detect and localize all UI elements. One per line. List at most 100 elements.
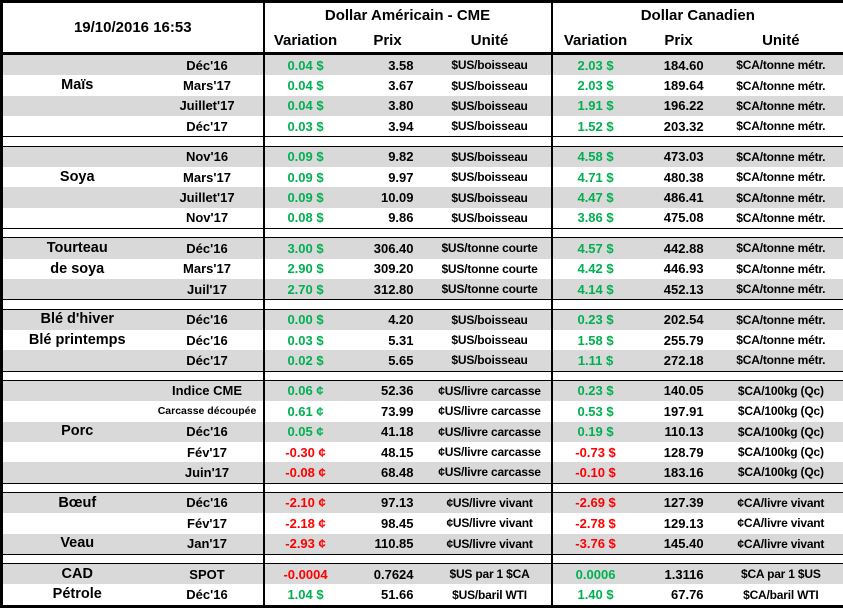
us-price-cell: 5.65: [346, 350, 429, 372]
ca-unit-cell: $CA/tonne métr.: [718, 95, 843, 117]
report-timestamp: 19/10/2016 16:53: [1, 1, 265, 54]
group-separator-cell: [551, 553, 843, 565]
us-price-cell: 3.94: [388, 118, 414, 134]
table-row: Soya Mars'17 0.09 $ 9.97 $US/boisseau 4.71 $ 4…: [2, 167, 843, 188]
group-separator-cell: [263, 299, 553, 310]
table-row: Veau Jan'17 -2.93 ¢ 110.85 ¢US/livre vivant -…: [1, 533, 843, 555]
us-unit-cell: $US/tonne courte: [428, 258, 553, 279]
contract-cell: Juillet'17: [151, 187, 265, 208]
us-variation-cell: -0.30 ¢: [285, 444, 326, 460]
ca-unit-cell: $CA/tonne métr.: [718, 279, 843, 300]
ca-unit-cell: ¢CA/livre vivant: [718, 492, 843, 514]
table-row: Nov'17 0.08 $ 9.86 $US/boisseau 3.86 $ 475.08…: [2, 207, 843, 229]
group-separator-cell: [551, 228, 843, 239]
ca-unit-cell: $CA/100kg (Qc): [718, 380, 843, 402]
us-price-cell: 9.82: [346, 146, 429, 168]
ca-unit-cell: $CA/100kg (Qc): [737, 445, 824, 460]
ca-unit-cell: $CA/100kg (Qc): [718, 421, 843, 442]
contract-cell: Mars'17: [151, 75, 265, 96]
ca-variation-cell: 3.86 $: [577, 210, 614, 226]
ca-unit-cell: $CA/100kg (Qc): [718, 462, 843, 484]
us-unit-cell: $US/boisseau: [428, 309, 553, 330]
us-price-cell: 97.13: [346, 492, 429, 514]
group-separator-cell: [551, 136, 843, 147]
ca-price-cell: 480.38: [663, 169, 704, 185]
group-separator-cell: [1, 482, 265, 493]
ca-price-cell: 442.88: [638, 237, 719, 259]
ca-variation-cell: 4.42 $: [577, 261, 614, 277]
us-variation-cell: 2.90 $: [287, 261, 324, 277]
contract-cell: Déc'17: [151, 350, 265, 372]
ca-variation-cell: 0.23 $: [551, 380, 639, 402]
ca-unit-cell: $CA/tonne métr.: [718, 187, 843, 208]
table-row: CAD SPOT -0.0004 0.7624 $US par 1 $CA 0.0006 1…: [1, 563, 843, 585]
us-variation-cell: 0.00 $: [263, 309, 347, 330]
us-dollar-group-header: Dollar Américain - CME: [263, 1, 553, 28]
commodity-label: Porc: [1, 421, 152, 442]
ca-variation-cell: 4.14 $: [551, 279, 639, 300]
contract-cell: Indice CME: [151, 380, 265, 402]
ca-unit-cell: $CA/tonne métr.: [736, 333, 826, 348]
us-price-cell: 4.20: [346, 309, 429, 330]
ca-price-cell: 255.79: [663, 332, 704, 348]
commodity-label: Blé d'hiver: [1, 309, 152, 330]
contract-cell: Déc'16: [151, 309, 265, 330]
us-price-cell: 68.48: [346, 462, 429, 484]
us-price-cell: 41.18: [346, 421, 429, 442]
ca-price-cell: 184.60: [638, 53, 719, 76]
ca-unit-cell: $CA/tonne métr.: [718, 309, 843, 330]
ca-price-cell: 128.79: [663, 444, 704, 460]
group-separator: [1, 136, 843, 147]
commodity-label: Maïs: [61, 77, 94, 94]
us-unit-cell: ¢US/livre vivant: [428, 533, 553, 555]
ca-price-cell: 67.76: [671, 587, 704, 603]
contract-cell: Juil'17: [151, 279, 265, 300]
contract-cell: Mars'17: [151, 258, 265, 279]
us-unit-cell: $US/boisseau: [428, 350, 553, 372]
commodity-label: [2, 116, 152, 137]
commodity-label: Bœuf: [1, 492, 152, 514]
ca-price-cell: 1.3116: [638, 563, 719, 585]
us-variation-cell: 0.03 $: [287, 332, 324, 348]
contract-cell: Déc'16: [151, 53, 265, 76]
ca-price-cell: 189.64: [663, 78, 704, 94]
ca-price-cell: 272.18: [638, 350, 719, 372]
group-separator-cell: [1, 553, 265, 565]
us-price-cell: 0.7624: [346, 563, 429, 585]
ca-price-column-header: Prix: [664, 31, 693, 49]
table-row: Déc'17 0.02 $5.65 $US/boisseau 1.11 $272.18…: [1, 350, 843, 372]
ca-unit-cell: $CA/baril WTI: [743, 587, 819, 602]
contract-cell: Déc'16: [151, 421, 265, 442]
us-unit-cell: ¢US/livre vivant: [428, 492, 553, 514]
group-title-row: 19/10/2016 16:53 Dollar Américain - CME …: [1, 1, 843, 54]
ca-price-cell: 473.03: [638, 146, 719, 168]
column-header-row: Variation Prix Unité Variation Prix Unit…: [2, 28, 843, 54]
ca-price-cell: 127.39: [638, 492, 719, 514]
ca-unit-cell: $CA par 1 $US: [718, 563, 843, 585]
commodity-label: [2, 442, 152, 462]
contract-cell: Fév'17: [151, 513, 265, 534]
table-row: Indice CME 0.06 ¢ 52.36 ¢US/livre carcasse 0…: [1, 380, 843, 402]
commodity-label: [1, 279, 152, 300]
us-price-cell: 312.80: [346, 279, 429, 300]
ca-price-cell: 452.13: [638, 279, 719, 300]
group-separator-cell: [551, 299, 843, 310]
us-price-cell: 9.97: [388, 169, 414, 185]
commodity-label: [2, 401, 152, 421]
us-price-cell: 48.15: [380, 444, 414, 460]
us-price-cell: 110.85: [346, 533, 429, 555]
table-row: Juillet'17 0.04 $3.80 $US/boisseau 1.91 $19…: [1, 95, 843, 117]
ca-price-cell: 129.13: [663, 515, 704, 531]
group-separator-cell: [263, 370, 553, 381]
ca-variation-cell: 1.91 $: [551, 95, 639, 117]
group-separator-cell: [551, 370, 843, 381]
us-unit-cell: ¢US/livre carcasse: [428, 380, 553, 402]
us-variation-cell: 0.05 ¢: [263, 421, 347, 442]
us-variation-cell: 0.09 $: [263, 146, 347, 168]
contract-cell: Jan'17: [151, 533, 265, 555]
ca-price-cell: 486.41: [638, 187, 719, 208]
group-separator-cell: [1, 299, 265, 310]
ca-variation-cell: 2.03 $: [577, 78, 614, 94]
ca-price-cell: 475.08: [663, 210, 704, 226]
us-price-cell: 98.45: [380, 515, 414, 531]
